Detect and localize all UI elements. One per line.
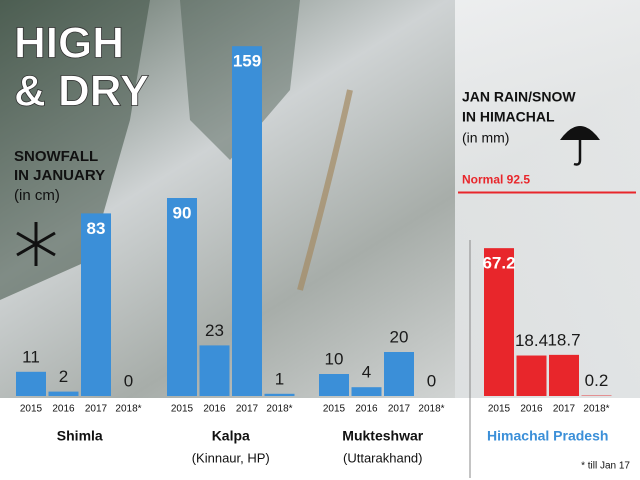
bar <box>319 374 349 396</box>
value-label: 4 <box>362 363 371 382</box>
x-tick-label: 2016 <box>203 404 226 415</box>
x-tick-label: 2016 <box>355 404 378 415</box>
x-tick-label: 2016 <box>52 404 75 415</box>
bar <box>232 46 262 396</box>
snow-label: SNOWFALL <box>14 148 98 165</box>
x-tick-label: 2017 <box>85 404 108 415</box>
x-tick-label: 2017 <box>388 404 411 415</box>
value-label: 18.7 <box>547 330 580 349</box>
bar <box>16 371 46 396</box>
value-label: 159 <box>233 52 261 71</box>
snowflake-icon <box>16 222 56 266</box>
title: HIGH <box>14 19 124 68</box>
snow-label: IN JANUARY <box>14 167 105 184</box>
value-label: 11 <box>22 347 40 366</box>
value-label: 18.4 <box>515 331 548 350</box>
x-tick-label: 2018* <box>583 404 609 415</box>
footer-strip <box>0 398 640 480</box>
x-tick-label: 2017 <box>553 404 576 415</box>
footnote: * till Jan 17 <box>581 461 630 472</box>
snow-label: (in cm) <box>14 187 60 204</box>
value-label: 2 <box>59 367 68 386</box>
value-label: 67.2 <box>482 254 515 273</box>
road <box>297 89 353 291</box>
x-tick-label: 2015 <box>171 404 194 415</box>
bar <box>167 198 197 396</box>
title: & DRY <box>14 67 149 116</box>
chart-title: Kalpa <box>212 428 250 444</box>
chart-title: Himachal Pradesh <box>487 428 608 444</box>
reference-label: Normal 92.5 <box>462 173 530 187</box>
bar <box>516 355 547 396</box>
rain-label: (in mm) <box>462 130 509 146</box>
chart-subtitle: (Kinnaur, HP) <box>192 450 270 465</box>
value-label: 90 <box>173 203 192 222</box>
bar <box>81 213 111 396</box>
value-label: 0 <box>427 371 436 390</box>
value-label: 0.2 <box>585 371 609 390</box>
rain-label: JAN RAIN/SNOW <box>462 89 576 105</box>
value-label: 10 <box>325 349 344 368</box>
chart-title: Mukteshwar <box>342 428 423 444</box>
bar <box>199 345 230 396</box>
x-tick-label: 2017 <box>236 404 259 415</box>
value-label: 83 <box>87 219 106 238</box>
x-tick-label: 2018* <box>115 404 141 415</box>
bar <box>484 248 514 396</box>
x-tick-label: 2015 <box>323 404 346 415</box>
x-tick-label: 2018* <box>266 404 292 415</box>
bar <box>384 352 414 396</box>
x-tick-label: 2016 <box>520 404 543 415</box>
value-label: 1 <box>275 369 284 388</box>
x-tick-label: 2018* <box>418 404 444 415</box>
x-tick-label: 2015 <box>20 404 43 415</box>
bar <box>549 354 579 396</box>
value-label: 20 <box>390 327 409 346</box>
bar <box>264 393 295 396</box>
value-label: 23 <box>205 321 224 340</box>
chart-subtitle: (Uttarakhand) <box>343 450 422 465</box>
x-tick-label: 2015 <box>488 404 511 415</box>
value-label: 0 <box>124 371 133 390</box>
bar <box>48 391 79 396</box>
umbrella-icon <box>560 126 600 166</box>
bar <box>351 387 382 396</box>
rain-label: IN HIMACHAL <box>462 109 555 125</box>
chart-title: Shimla <box>57 428 103 444</box>
